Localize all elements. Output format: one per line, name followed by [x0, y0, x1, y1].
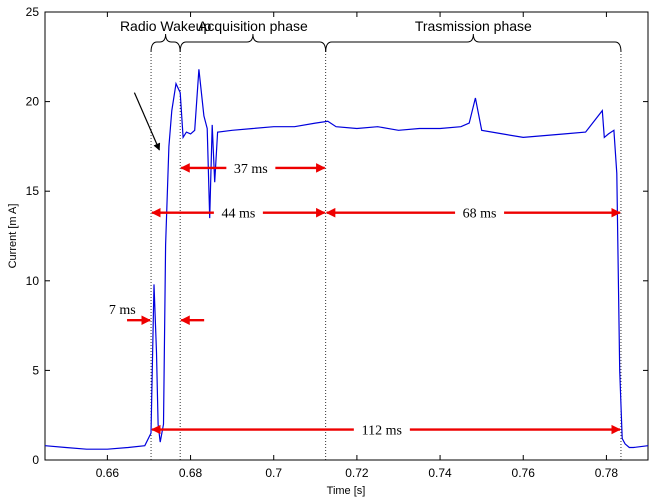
phase-brace — [150, 33, 181, 53]
x-tick-label: 0.66 — [96, 466, 120, 480]
y-tick-label: 15 — [26, 184, 40, 198]
phase-label: Radio Wakeup — [120, 18, 212, 34]
phase-brace — [325, 33, 622, 53]
phase-brace — [179, 33, 327, 53]
current-series-line — [44, 69, 649, 450]
x-tick-label: 0.72 — [345, 466, 369, 480]
x-tick-label: 0.76 — [512, 466, 536, 480]
x-tick-label: 0.78 — [595, 466, 619, 480]
y-tick-label: 10 — [26, 274, 40, 288]
y-axis: 0 5 10 15 20 25 — [26, 5, 648, 467]
duration-label: 7 ms — [109, 303, 136, 318]
duration-arrows: 37 ms 44 ms 68 ms 112 ms 7 ms — [109, 162, 621, 439]
duration-label: 37 ms — [234, 162, 268, 177]
y-axis-label: Current [m A] — [7, 204, 19, 269]
x-axis-label: Time [s] — [327, 485, 366, 497]
x-tick-label: 0.7 — [265, 466, 282, 480]
y-tick-label: 25 — [26, 5, 40, 19]
x-tick-label: 0.74 — [428, 466, 452, 480]
x-tick-label: 0.68 — [179, 466, 203, 480]
duration-label: 112 ms — [362, 424, 402, 439]
pointer-arrow — [133, 92, 161, 151]
y-tick-label: 20 — [26, 95, 40, 109]
phase-label: Trasmission phase — [415, 18, 532, 34]
phase-label: Acquisition phase — [198, 18, 308, 34]
y-tick-label: 0 — [32, 453, 39, 467]
y-tick-label: 5 — [32, 363, 39, 377]
plot-frame — [44, 11, 649, 461]
duration-label: 44 ms — [221, 207, 255, 222]
duration-label: 68 ms — [463, 207, 497, 222]
x-axis: 0.66 0.68 0.7 0.72 0.74 0.76 0.78 — [96, 12, 619, 480]
